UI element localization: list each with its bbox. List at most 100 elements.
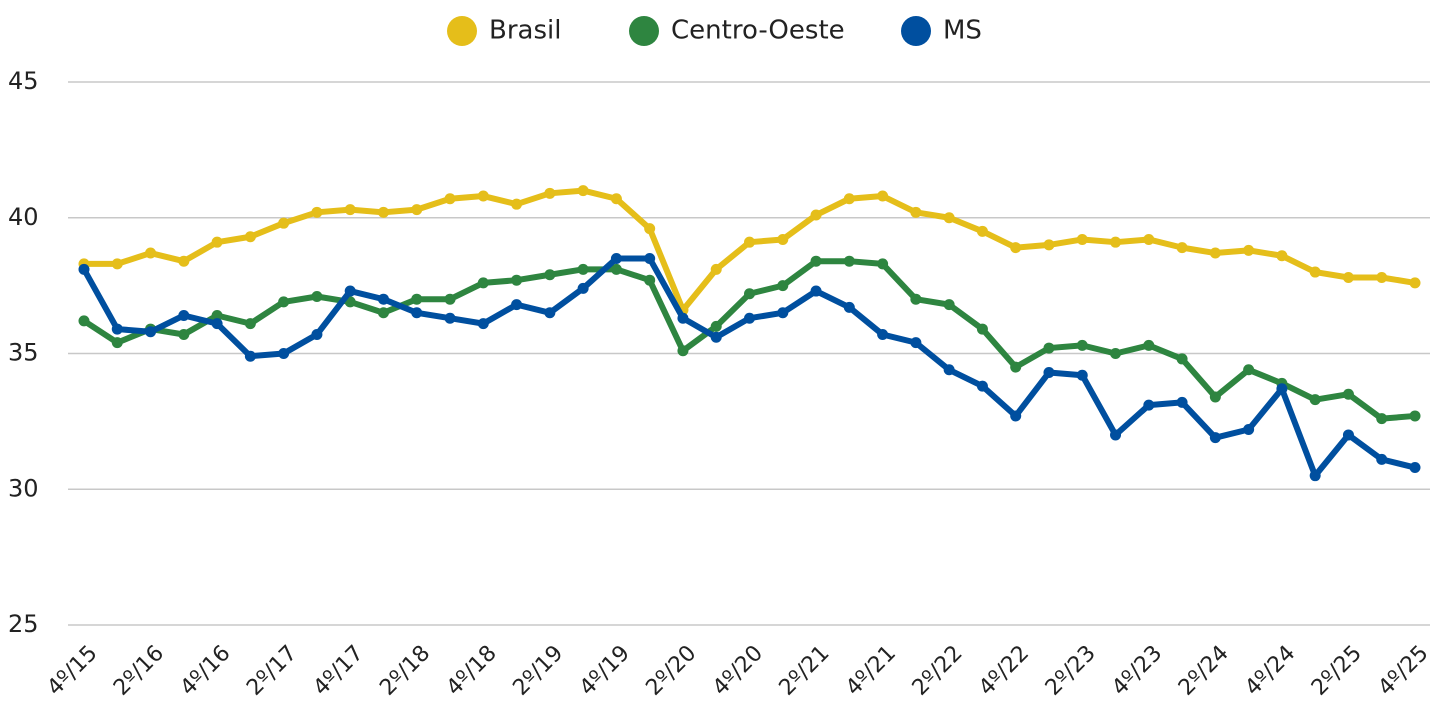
x-tick-label: 2º/17 (242, 641, 302, 701)
series-marker (78, 315, 90, 327)
series-marker (311, 328, 323, 340)
series-marker (810, 255, 822, 267)
series-marker (211, 236, 223, 248)
series-marker (411, 204, 423, 216)
x-tick-label: 4º/20 (708, 641, 768, 701)
series-marker (178, 309, 190, 321)
series-marker (477, 190, 489, 202)
y-tick-label: 35 (8, 339, 39, 367)
series-marker (644, 223, 656, 235)
series-marker (677, 345, 689, 357)
series-marker (910, 206, 922, 218)
series-marker (777, 307, 789, 319)
series-marker (843, 193, 855, 205)
series-marker (1243, 424, 1255, 436)
series-marker (1376, 271, 1388, 283)
series-marker (111, 323, 123, 335)
series-marker (644, 252, 656, 264)
series-marker (843, 301, 855, 313)
series-marker (710, 320, 722, 332)
series-marker (577, 185, 589, 197)
x-tick-label: 4º/24 (1240, 641, 1300, 701)
series-marker (511, 198, 523, 210)
series-marker (1409, 277, 1421, 289)
y-tick-label: 30 (8, 474, 39, 502)
x-tick-label: 4º/16 (176, 641, 236, 701)
series-marker (145, 326, 157, 338)
series-marker (877, 328, 889, 340)
series-marker (1110, 348, 1122, 359)
series-marker (1243, 364, 1255, 376)
series-marker (610, 193, 622, 205)
series-marker (810, 209, 822, 221)
series-marker (544, 187, 556, 199)
x-tick-label: 2º/21 (775, 641, 835, 701)
series-marker (78, 263, 90, 275)
series-marker (1043, 342, 1055, 354)
series-marker (677, 312, 689, 324)
series-marker (244, 231, 256, 243)
legend-swatch (447, 16, 477, 46)
series-marker (511, 274, 523, 286)
series-marker (211, 318, 223, 330)
series-marker (1076, 233, 1088, 245)
series-marker (710, 263, 722, 275)
x-tick-label: 4º/19 (575, 641, 635, 701)
x-tick-label: 2º/19 (508, 641, 568, 701)
series-marker (1143, 233, 1155, 245)
series-marker (411, 307, 423, 319)
series-marker (1143, 339, 1155, 351)
series-marker (577, 263, 589, 275)
x-tick-label: 4º/17 (309, 641, 369, 701)
series-marker (178, 255, 190, 267)
series-marker (1409, 410, 1421, 422)
series-marker (544, 269, 556, 281)
series-marker (976, 380, 988, 392)
series-marker (444, 293, 456, 305)
series-marker (1110, 429, 1122, 441)
x-tick-label: 4º/18 (442, 641, 502, 701)
series-marker (1342, 271, 1354, 283)
series-marker (278, 296, 290, 308)
series-marker (744, 236, 755, 248)
series-marker (1076, 339, 1088, 351)
series-marker (976, 323, 988, 335)
series-marker (1076, 369, 1088, 381)
series-marker (311, 206, 323, 218)
x-tick-label: 4º/15 (43, 641, 103, 701)
series-marker (1209, 247, 1221, 259)
series-marker (344, 204, 356, 216)
series-marker (145, 247, 157, 259)
series-marker (777, 233, 789, 245)
series-marker (1309, 394, 1321, 406)
series-marker (843, 255, 855, 267)
legend-swatch (901, 16, 931, 46)
x-tick-label: 2º/24 (1174, 641, 1234, 701)
series-marker (544, 307, 556, 319)
y-tick-label: 40 (8, 203, 39, 231)
series-marker (610, 252, 622, 264)
series-marker (511, 299, 523, 311)
series-marker (1043, 239, 1055, 251)
series-marker (1409, 462, 1421, 474)
legend-swatch (629, 16, 659, 46)
series-marker (1309, 266, 1321, 278)
series-marker (1176, 396, 1188, 408)
series-marker (1043, 367, 1055, 379)
x-tick-label: 4º/21 (841, 641, 901, 701)
series-marker (1110, 236, 1122, 248)
x-tick-label: 2º/16 (109, 641, 169, 701)
series-marker (1143, 399, 1155, 411)
series-marker (1010, 410, 1022, 422)
series-marker (877, 258, 889, 270)
series-marker (910, 293, 922, 305)
y-tick-label: 25 (8, 610, 39, 638)
series-marker (1276, 383, 1288, 395)
series-marker (244, 318, 256, 330)
series-marker (1243, 244, 1255, 256)
legend-label: Centro-Oeste (671, 16, 845, 46)
series-marker (1376, 453, 1388, 465)
series-marker (477, 318, 489, 330)
x-tick-label: 2º/18 (375, 641, 435, 701)
